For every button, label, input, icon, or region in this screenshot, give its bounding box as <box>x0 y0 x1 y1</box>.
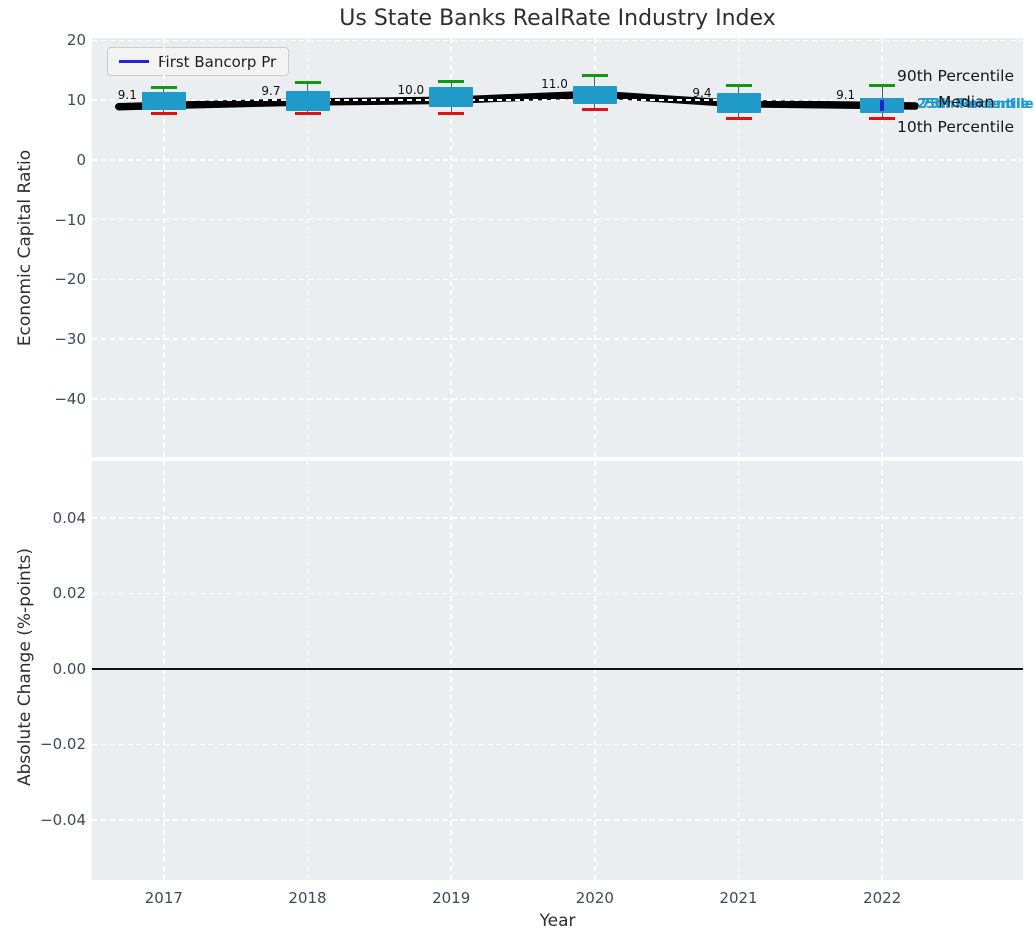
gridline-h <box>92 517 1023 519</box>
chart-title: Us State Banks RealRate Industry Index <box>92 6 1023 31</box>
x-tick-label: 2021 <box>694 889 784 907</box>
gridline-v <box>881 461 883 880</box>
gridline-h <box>92 338 1023 340</box>
annotation-90th-percentile: 90th Percentile <box>897 67 1014 85</box>
whisker-cap-10 <box>438 112 464 115</box>
whisker-cap-10 <box>726 117 752 120</box>
y-tick-label: 20 <box>0 31 86 49</box>
gridline-v <box>594 461 596 880</box>
whisker-cap-10 <box>295 112 321 115</box>
gridline-h <box>92 744 1023 746</box>
bottom-plot-area <box>92 461 1023 880</box>
y-tick-label: 10 <box>0 91 86 109</box>
x-tick-label: 2018 <box>263 889 353 907</box>
zero-line <box>92 668 1023 670</box>
series-point-label: 11.0 <box>503 77 568 91</box>
y-tick-label: −30 <box>0 330 86 348</box>
gridline-v <box>307 461 309 880</box>
y-tick-label: 0 <box>0 151 86 169</box>
gridline-h <box>92 159 1023 161</box>
y-tick-label: 0.04 <box>0 509 86 527</box>
whisker-cap-90 <box>582 74 608 77</box>
y-tick-label: −20 <box>0 270 86 288</box>
whisker-cap-10 <box>151 112 177 115</box>
box-iqr <box>573 86 617 104</box>
y-tick-label: 0.00 <box>0 660 86 678</box>
top-plot-area: First Bancorp Pr 9.1 9.7 10.0 11.0 9.4 9.1 <box>92 38 1023 457</box>
series-point-label: 10.0 <box>359 83 424 97</box>
whisker-cap-10 <box>582 108 608 111</box>
whisker-cap-10 <box>869 117 895 120</box>
y-tick-label: −10 <box>0 211 86 229</box>
whisker-cap-90 <box>726 84 752 87</box>
legend[interactable]: First Bancorp Pr <box>107 47 289 76</box>
gridline-h <box>92 40 1023 42</box>
y-axis-label-top: Economic Capital Ratio <box>15 150 35 346</box>
box-iqr <box>142 92 186 110</box>
whisker-cap-90 <box>151 86 177 89</box>
whisker-cap-90 <box>869 84 895 87</box>
gridline-h <box>92 219 1023 221</box>
y-tick-label: 0.02 <box>0 584 86 602</box>
gridline-h <box>92 593 1023 595</box>
x-axis-label: Year <box>92 911 1023 931</box>
whisker-cap-90 <box>438 80 464 83</box>
gridline-v <box>163 461 165 880</box>
x-tick-label: 2019 <box>406 889 496 907</box>
series-point-label: 9.7 <box>216 84 281 98</box>
legend-label: First Bancorp Pr <box>158 53 276 71</box>
annotation-10th-percentile: 10th Percentile <box>897 118 1014 136</box>
y-tick-label: −40 <box>0 390 86 408</box>
gridline-v <box>450 461 452 880</box>
gridline-v <box>738 461 740 880</box>
y-tick-label: −0.04 <box>0 811 86 829</box>
x-tick-label: 2022 <box>837 889 927 907</box>
y-tick-label: −0.02 <box>0 735 86 753</box>
legend-line-swatch <box>119 60 149 63</box>
blue-point-marker <box>880 100 884 111</box>
whisker-cap-90 <box>295 81 321 84</box>
gridline-h <box>92 279 1023 281</box>
figure-canvas: Us State Banks RealRate Industry Index F… <box>0 0 1034 942</box>
box-iqr <box>717 93 761 113</box>
x-tick-label: 2017 <box>119 889 209 907</box>
gridline-h <box>92 398 1023 400</box>
annotation-median: Median <box>938 93 994 111</box>
box-iqr <box>286 91 330 111</box>
gridline-h <box>92 819 1023 821</box>
series-point-label: 9.1 <box>92 88 137 102</box>
box-iqr <box>429 87 473 107</box>
x-tick-label: 2020 <box>550 889 640 907</box>
series-point-label: 9.1 <box>790 88 855 102</box>
series-point-label: 9.4 <box>647 86 712 100</box>
